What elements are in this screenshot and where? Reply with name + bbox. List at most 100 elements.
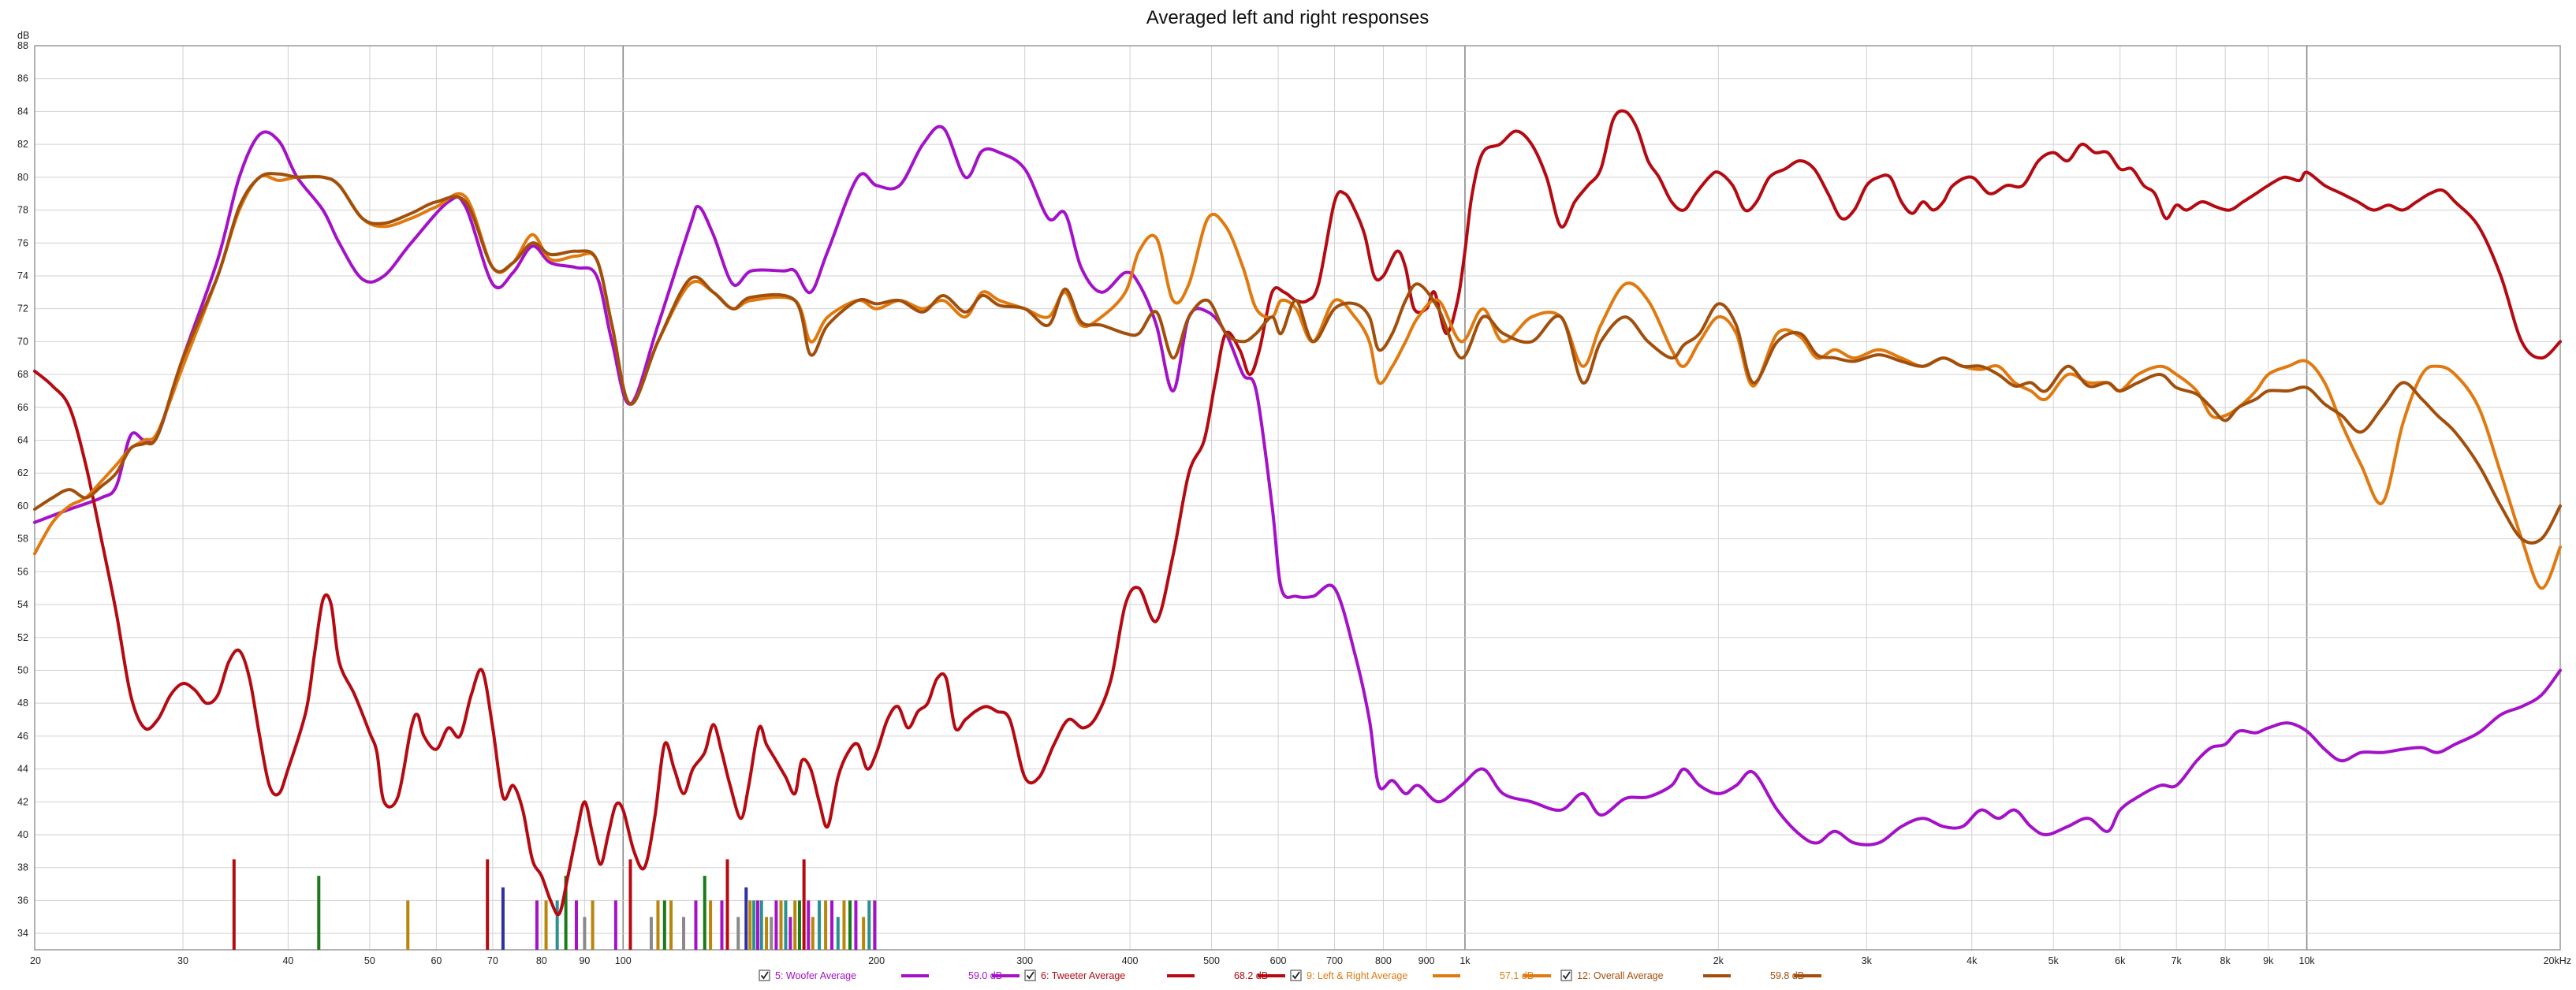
marker-bar (862, 917, 866, 950)
series-line-12-overall-average (33, 172, 2562, 545)
marker-bar (583, 917, 587, 950)
y-unit-label: dB (17, 30, 29, 41)
series-line-9-left-right-average (33, 173, 2562, 590)
y-tick-label: 68 (17, 369, 28, 380)
marker-bar (774, 900, 778, 950)
x-tick-label: 3k (1862, 955, 1873, 966)
marker-bar (759, 900, 763, 950)
x-tick-label: 700 (1326, 955, 1343, 966)
y-tick-label: 34 (17, 928, 28, 939)
x-tick-label: 800 (1375, 955, 1392, 966)
legend-value: 59.8 dB (1770, 970, 1804, 981)
marker-bar (836, 917, 840, 950)
marker-bar (779, 900, 783, 950)
y-tick-label: 46 (17, 731, 28, 742)
y-tick-label: 50 (17, 664, 28, 676)
x-tick-label: 40 (282, 955, 293, 966)
y-tick-label: 52 (17, 632, 28, 643)
x-tick-label: 70 (487, 955, 498, 966)
marker-bar (842, 900, 846, 950)
marker-bar (867, 900, 871, 950)
legend-series-name: 6: Tweeter Average (1041, 970, 1125, 981)
y-tick-label: 76 (17, 237, 28, 248)
x-tick-label: 1k (1459, 955, 1471, 966)
x-tick-label: 2k (1713, 955, 1724, 966)
legend-checkbox[interactable] (1560, 970, 1572, 981)
marker-bar (406, 900, 410, 950)
marker-bar (669, 900, 673, 950)
marker-bar (535, 900, 539, 950)
x-tick-label: 20kHz (2544, 955, 2571, 966)
y-tick-label: 70 (17, 336, 28, 347)
y-tick-label: 80 (17, 172, 28, 183)
x-tick-label: 4k (1966, 955, 1978, 966)
marker-bar (709, 900, 713, 950)
series-line-5-woofer-average (33, 125, 2562, 847)
marker-bar (797, 900, 801, 950)
x-tick-label: 50 (364, 955, 375, 966)
y-tick-label: 72 (17, 303, 28, 314)
marker-bars (232, 859, 877, 950)
marker-bar (824, 900, 828, 950)
x-tick-label: 6k (2115, 955, 2126, 966)
marker-bar (755, 900, 759, 950)
marker-bar (765, 917, 769, 950)
x-tick-label: 100 (615, 955, 632, 966)
y-tick-label: 88 (17, 40, 28, 51)
x-tick-label: 10k (2299, 955, 2316, 966)
marker-bar (807, 900, 811, 950)
marker-bar (770, 917, 774, 950)
x-tick-label: 90 (579, 955, 590, 966)
marker-bar (854, 900, 858, 950)
marker-bar (662, 900, 666, 950)
legend-value: 68.2 dB (1234, 970, 1268, 981)
y-tick-label: 54 (17, 599, 28, 610)
checkmark-icon (1562, 971, 1571, 980)
marker-bar (725, 859, 729, 950)
x-tick-label: 8k (2220, 955, 2231, 966)
marker-bar (564, 876, 568, 950)
marker-bar (703, 876, 706, 950)
y-tick-label: 36 (17, 895, 28, 906)
y-tick-label: 82 (17, 139, 28, 150)
legend-series-name: 12: Overall Average (1577, 970, 1664, 981)
y-tick-label: 38 (17, 862, 28, 873)
y-tick-labels: 34 36 38 40 42 44 46 48 50 52 54 56 58 60 62 64 66 68 70 72… (17, 40, 28, 939)
checkmark-icon (1026, 971, 1035, 980)
series-line-6-tweeter-average (33, 109, 2562, 917)
legend-checkbox[interactable] (1024, 970, 1036, 981)
x-tick-label: 9k (2263, 955, 2274, 966)
y-tick-label: 56 (17, 566, 28, 577)
marker-bar (544, 900, 548, 950)
marker-bar (682, 917, 686, 950)
marker-bar (752, 900, 756, 950)
legend-value: 57.1 dB (1500, 970, 1534, 981)
x-tick-label: 60 (431, 955, 442, 966)
chart-title: Averaged left and right responses (1146, 7, 1429, 28)
x-tick-label: 200 (868, 955, 885, 966)
marker-bar (811, 917, 815, 950)
marker-bar (317, 876, 321, 950)
marker-bar (788, 917, 792, 950)
marker-bar (748, 900, 752, 950)
legend: 5: Woofer Average 59.0 dB 6: Tweeter Avera… (759, 970, 1821, 981)
y-tick-label: 48 (17, 698, 28, 709)
marker-bar (744, 887, 748, 950)
x-tick-label: 5k (2048, 955, 2060, 966)
marker-bar (784, 900, 788, 950)
x-tick-label: 900 (1418, 955, 1435, 966)
x-tick-label: 400 (1122, 955, 1139, 966)
y-tick-label: 62 (17, 467, 28, 478)
y-tick-label: 58 (17, 534, 28, 545)
y-tick-label: 66 (17, 402, 28, 413)
x-tick-label: 500 (1203, 955, 1220, 966)
y-tick-label: 44 (17, 764, 28, 775)
legend-checkbox[interactable] (1290, 970, 1302, 981)
y-tick-label: 86 (17, 73, 28, 84)
y-tick-label: 60 (17, 501, 28, 512)
marker-bar (848, 900, 852, 950)
checkmark-icon (1292, 971, 1300, 980)
legend-checkbox[interactable] (759, 970, 770, 981)
marker-bar (613, 900, 617, 950)
